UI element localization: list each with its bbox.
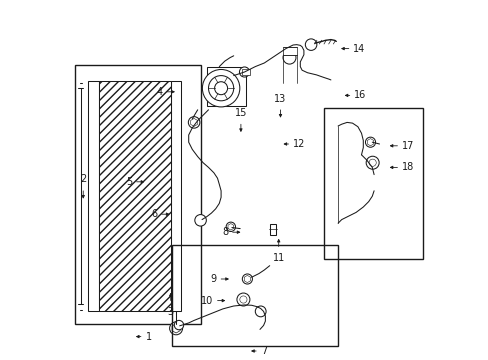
Circle shape [237,293,249,306]
Text: 5: 5 [125,177,132,187]
Circle shape [239,67,249,77]
Circle shape [202,69,239,107]
Bar [283,47,296,55]
Text: 12: 12 [292,139,305,149]
Text: 1: 1 [145,332,151,342]
Bar [269,224,276,235]
Circle shape [169,322,182,335]
Circle shape [174,320,183,330]
Bar [206,67,246,106]
Circle shape [208,76,233,101]
Circle shape [305,39,316,50]
Circle shape [255,306,265,317]
Circle shape [283,51,295,64]
Bar [99,81,170,311]
Bar [88,81,99,311]
Text: 9: 9 [210,274,216,284]
Circle shape [214,82,227,95]
Circle shape [188,117,200,128]
Bar [172,245,337,346]
Text: 10: 10 [201,296,213,306]
Circle shape [242,274,252,284]
Text: 8: 8 [222,227,228,237]
Circle shape [366,156,378,169]
Text: 11: 11 [272,253,284,263]
Bar [241,69,249,75]
Text: 16: 16 [354,90,366,100]
Circle shape [365,137,375,147]
Text: 4: 4 [156,87,163,97]
Text: 3: 3 [167,307,173,317]
Text: 14: 14 [353,44,365,54]
Text: 17: 17 [401,141,413,151]
Text: 2: 2 [80,175,86,184]
Bar [323,108,422,259]
Text: 18: 18 [401,162,413,172]
Bar [170,81,181,311]
Text: 15: 15 [234,108,246,118]
Text: 7: 7 [260,346,266,356]
Circle shape [368,159,375,166]
Text: 6: 6 [151,209,157,219]
Circle shape [194,215,206,226]
Text: 13: 13 [274,94,286,104]
Circle shape [225,222,235,231]
Circle shape [239,296,246,303]
Bar [75,65,201,324]
